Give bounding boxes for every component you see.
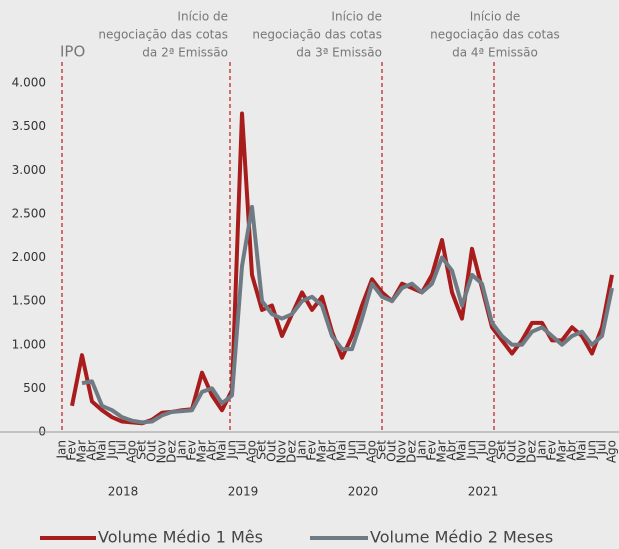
annotation: da 4ª Emissão	[452, 46, 538, 60]
y-tick-label: 3.500	[12, 119, 46, 133]
x-tick-label: Ago	[125, 440, 139, 463]
x-tick-label: Jan	[295, 440, 309, 460]
x-tick-label: Nov	[155, 440, 169, 463]
y-tick-label: 2.000	[12, 250, 46, 264]
annotation: da 3ª Emissão	[296, 46, 382, 60]
x-tick-label: Mar	[555, 440, 569, 463]
x-tick-label: Fev	[425, 440, 439, 461]
legend-label: Volume Médio 1 Mês	[98, 528, 263, 547]
series-line	[81, 204, 614, 425]
x-tick-label: Fev	[65, 440, 79, 461]
x-tick-label: Ago	[365, 440, 379, 463]
x-tick-label: Mar	[435, 440, 449, 463]
y-tick-label: 500	[23, 381, 46, 395]
y-tick-label: 4.000	[12, 76, 46, 90]
annotation: negociação das cotas	[252, 28, 382, 42]
x-tick-label: Set	[135, 440, 149, 460]
x-tick-label: Out	[505, 440, 519, 462]
x-tick-label: Mai	[215, 440, 229, 461]
x-tick-label: Jul	[235, 440, 249, 455]
annotation: IPO	[60, 43, 85, 61]
x-tick-label: Out	[385, 440, 399, 462]
annotation: Início de	[470, 10, 521, 24]
x-tick-label: Dez	[525, 440, 539, 463]
x-tick-label: Dez	[405, 440, 419, 463]
x-tick-label: Jun	[225, 440, 239, 460]
x-tick-label: Out	[145, 440, 159, 462]
x-tick-label: Set	[255, 440, 269, 460]
x-tick-label: Jul	[355, 440, 369, 455]
x-tick-label: Mai	[335, 440, 349, 461]
annotation: negociação das cotas	[430, 28, 560, 42]
annotation: negociação das cotas	[98, 28, 228, 42]
x-tick-label: Abr	[565, 440, 579, 461]
x-tick-label: Dez	[285, 440, 299, 463]
x-tick-label: Set	[495, 440, 509, 460]
x-tick-label: Fev	[305, 440, 319, 461]
annotation: da 2ª Emissão	[142, 46, 228, 60]
x-tick-label: Jul	[475, 440, 489, 455]
year-label: 2021	[468, 485, 499, 499]
x-tick-label: Abr	[445, 440, 459, 461]
year-label: 2019	[228, 485, 259, 499]
x-tick-label: Out	[265, 440, 279, 462]
x-tick-label: Jan	[535, 440, 549, 460]
x-tick-label: Ago	[245, 440, 259, 463]
x-tick-label: Mai	[575, 440, 589, 461]
y-tick-label: 3.000	[12, 163, 46, 177]
x-tick-label: Mar	[315, 440, 329, 463]
annotation: Início de	[331, 10, 382, 24]
x-tick-label: Fev	[185, 440, 199, 461]
x-tick-label: Jan	[415, 440, 429, 460]
y-tick-label: 1.500	[12, 294, 46, 308]
x-tick-label: Jun	[465, 440, 479, 460]
x-tick-label: Nov	[395, 440, 409, 463]
x-tick-label: Abr	[85, 440, 99, 461]
x-tick-label: Nov	[275, 440, 289, 463]
x-tick-label: Mai	[455, 440, 469, 461]
x-tick-label: Jan	[55, 440, 69, 460]
x-tick-label: Ago	[605, 440, 619, 463]
x-tick-label: Jul	[595, 440, 609, 455]
x-tick-label: Mar	[75, 440, 89, 463]
y-tick-label: 1.000	[12, 337, 46, 351]
x-tick-label: Dez	[165, 440, 179, 463]
x-tick-label: Abr	[205, 440, 219, 461]
series-line	[70, 111, 614, 426]
x-tick-label: Abr	[325, 440, 339, 461]
x-tick-label: Set	[375, 440, 389, 460]
x-tick-label: Mai	[95, 440, 109, 461]
x-tick-label: Fev	[545, 440, 559, 461]
x-tick-label: Jun	[345, 440, 359, 460]
x-tick-label: Jun	[585, 440, 599, 460]
annotation: Início de	[177, 10, 228, 24]
y-tick-label: 2.500	[12, 206, 46, 220]
x-tick-label: Jul	[115, 440, 129, 455]
x-tick-label: Jun	[105, 440, 119, 460]
legend-label: Volume Médio 2 Meses	[370, 528, 553, 547]
x-tick-label: Ago	[485, 440, 499, 463]
year-label: 2020	[348, 485, 379, 499]
x-tick-label: Mar	[195, 440, 209, 463]
x-tick-label: Nov	[515, 440, 529, 463]
year-label: 2018	[108, 485, 139, 499]
x-tick-label: Jan	[175, 440, 189, 460]
